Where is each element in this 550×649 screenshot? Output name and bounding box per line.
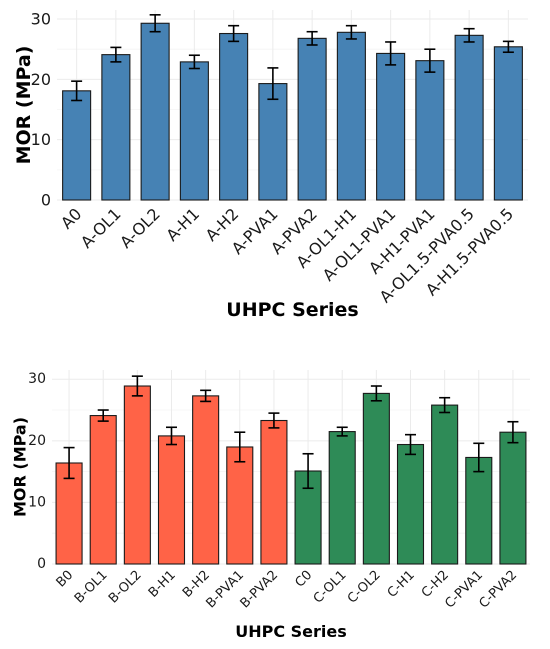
x-tick-label-C0: C0 xyxy=(292,568,315,591)
bar-A-OL1-H1 xyxy=(336,31,366,201)
y-tick-label: 10 xyxy=(28,494,46,510)
y-axis-title: MOR (MPa) xyxy=(11,417,30,517)
bar-A-PVA1 xyxy=(258,83,288,201)
y-tick-label: 0 xyxy=(37,556,46,572)
y-tick-label: 0 xyxy=(41,191,51,210)
bar-A0 xyxy=(62,90,92,201)
y-tick-label: 30 xyxy=(31,10,51,29)
y-tick-labels: 0 10 20 30 xyxy=(31,10,51,210)
error-bar-A0 xyxy=(71,80,83,102)
error-bar-A-OL1 xyxy=(110,46,122,63)
bar-B-H2 xyxy=(192,395,220,565)
x-tick-label-C-H1: C-H1 xyxy=(385,568,418,601)
bars xyxy=(62,22,523,201)
error-bar-B0 xyxy=(63,446,75,480)
error-bar-B-OL1 xyxy=(97,409,109,422)
bar-C-OL1 xyxy=(328,431,356,565)
bar-B0 xyxy=(55,462,83,565)
y-tick-label: 30 xyxy=(28,371,46,387)
bar-C-PVA1 xyxy=(465,456,493,565)
error-bar-A-OL2 xyxy=(149,14,161,33)
bar-C-H1 xyxy=(396,443,425,565)
x-tick-label-A-OL1: A-OL1 xyxy=(77,204,125,252)
x-tick-label-B-OL1: B-OL1 xyxy=(72,568,111,607)
x-tick-label-A-OL2: A-OL2 xyxy=(116,204,164,252)
error-bar-B-PVA2 xyxy=(268,412,280,429)
y-tick-label: 20 xyxy=(28,433,46,449)
error-bar-C-H2 xyxy=(439,396,451,414)
error-bar-B-OL2 xyxy=(131,375,143,397)
error-bar-B-H1 xyxy=(166,426,177,446)
x-tick-label-A0: A0 xyxy=(57,204,85,232)
bar-A-OL1.5-PVA0.5 xyxy=(454,34,484,201)
y-tick-label: 20 xyxy=(31,70,51,89)
y-tick-label: 10 xyxy=(31,130,51,149)
bar-C-PVA2 xyxy=(499,431,527,565)
error-bars xyxy=(63,375,519,490)
error-bar-A-OL1-H1 xyxy=(345,24,357,40)
error-bar-C-OL1 xyxy=(336,426,348,437)
error-bar-C-PVA2 xyxy=(507,420,519,444)
error-bar-C-PVA1 xyxy=(473,442,485,473)
bar-C-H2 xyxy=(431,404,459,565)
bar-A-H1 xyxy=(179,61,209,201)
error-bar-A-OL1.5-PVA0.5 xyxy=(463,27,475,43)
bar-A-OL2 xyxy=(140,22,170,201)
bar-A-H2 xyxy=(219,32,249,201)
error-bars xyxy=(71,14,514,102)
x-tick-label-B0: B0 xyxy=(54,568,77,591)
y-tick-labels: 0 10 20 30 xyxy=(28,371,46,572)
x-axis-title: UHPC Series xyxy=(226,299,358,321)
error-bar-A-H1.5-PVA0.5 xyxy=(502,40,514,54)
bar-B-OL1 xyxy=(89,415,117,565)
x-tick-label-A-H1: A-H1 xyxy=(162,204,203,245)
x-tick-label-C-PVA2: C-PVA2 xyxy=(477,568,521,612)
bar-A-H1.5-PVA0.5 xyxy=(493,46,523,201)
bar-A-PVA2 xyxy=(297,37,327,201)
bar-B-PVA1 xyxy=(226,446,254,565)
x-tick-label-B-OL2: B-OL2 xyxy=(106,568,145,607)
bar-A-OL1 xyxy=(101,54,131,201)
bar-B-PVA2 xyxy=(260,419,288,565)
error-bar-A-OL1-PVA1 xyxy=(385,41,397,66)
error-bar-A-PVA1 xyxy=(267,67,279,101)
y-axis-title: MOR (MPa) xyxy=(13,46,35,165)
error-bar-A-H2 xyxy=(228,24,240,43)
error-bar-C-OL2 xyxy=(370,385,382,402)
bars xyxy=(55,385,527,565)
bar-A-OL1-PVA1 xyxy=(376,52,406,201)
x-tick-label-C-OL1: C-OL1 xyxy=(311,568,350,607)
x-tick-labels: A0A-OL1A-OL2A-H1A-H2A-PVA1A-PVA2A-OL1-H1… xyxy=(57,204,517,306)
bar-A-H1-PVA1 xyxy=(415,60,445,201)
error-bar-A-PVA2 xyxy=(306,30,318,46)
error-bar-B-H2 xyxy=(200,389,212,403)
bar-C-OL2 xyxy=(362,392,390,565)
grid xyxy=(52,370,530,565)
bar-B-OL2 xyxy=(123,385,151,565)
chart-top: 0 10 20 30 A0A-OL1A-OL2A-H1A-H2A-PVA1A-PVA2A… xyxy=(13,10,528,321)
x-tick-label-C-OL2: C-OL2 xyxy=(345,568,384,607)
error-bar-A-H1 xyxy=(188,54,200,70)
x-tick-label-B-PVA2: B-PVA2 xyxy=(238,568,282,612)
x-tick-label-B-H1: B-H1 xyxy=(146,568,179,601)
x-axis-title: UHPC Series xyxy=(235,622,347,641)
error-bar-C-H1 xyxy=(405,433,416,456)
error-bar-C0 xyxy=(302,452,314,490)
error-bar-B-PVA1 xyxy=(234,431,246,463)
error-bar-A-H1-PVA1 xyxy=(424,48,436,73)
bar-B-H1 xyxy=(157,435,186,565)
